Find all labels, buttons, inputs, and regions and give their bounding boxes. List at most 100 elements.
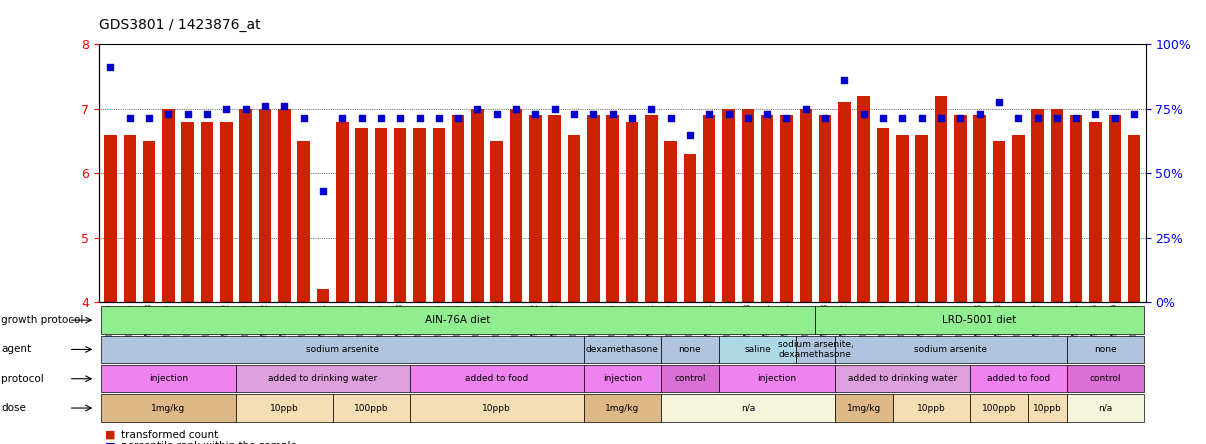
Point: [854, 111, 873, 118]
Text: none: none: [679, 345, 701, 354]
Text: growth protocol: growth protocol: [1, 315, 83, 325]
Point: [294, 115, 314, 122]
Text: added to food: added to food: [987, 374, 1050, 383]
Point: [1008, 115, 1028, 122]
Text: added to drinking water: added to drinking water: [268, 374, 377, 383]
Bar: [298, 141, 310, 302]
Point: [468, 105, 487, 112]
Text: 1mg/kg: 1mg/kg: [605, 404, 639, 412]
Point: [873, 115, 892, 122]
Point: [622, 115, 642, 122]
Point: [796, 105, 815, 112]
Point: [1047, 115, 1066, 122]
Point: [815, 115, 835, 122]
Bar: [472, 109, 484, 302]
Point: [719, 111, 738, 118]
Text: saline: saline: [744, 345, 771, 354]
Text: control: control: [674, 374, 706, 383]
Bar: [645, 115, 657, 302]
Bar: [568, 135, 580, 302]
Point: [892, 115, 912, 122]
Point: [333, 115, 352, 122]
Text: 1mg/kg: 1mg/kg: [151, 404, 186, 412]
Point: [429, 115, 449, 122]
Bar: [104, 135, 117, 302]
Bar: [993, 141, 1005, 302]
Bar: [1050, 109, 1064, 302]
Point: [410, 115, 429, 122]
Point: [236, 105, 256, 112]
Bar: [433, 128, 445, 302]
Bar: [800, 109, 812, 302]
Point: [1028, 115, 1047, 122]
Text: sodium arsenite,
dexamethasone: sodium arsenite, dexamethasone: [778, 340, 854, 359]
Bar: [317, 289, 329, 302]
Bar: [1070, 115, 1083, 302]
Bar: [452, 115, 464, 302]
Bar: [375, 128, 387, 302]
Bar: [587, 115, 599, 302]
Text: injection: injection: [757, 374, 796, 383]
Bar: [973, 115, 985, 302]
Point: [256, 102, 275, 109]
Bar: [722, 109, 734, 302]
Text: agent: agent: [1, 345, 31, 354]
Point: [487, 111, 507, 118]
Text: 10ppb: 10ppb: [482, 404, 511, 412]
Text: 10ppb: 10ppb: [917, 404, 946, 412]
Point: [584, 111, 603, 118]
Bar: [414, 128, 426, 302]
Bar: [626, 122, 638, 302]
Text: dexamethasone: dexamethasone: [586, 345, 658, 354]
Point: [140, 115, 159, 122]
Bar: [877, 128, 889, 302]
Bar: [819, 115, 831, 302]
Bar: [240, 109, 252, 302]
Point: [642, 105, 661, 112]
Point: [198, 111, 217, 118]
Point: [101, 63, 121, 71]
Point: [1105, 115, 1124, 122]
Point: [912, 115, 931, 122]
Point: [1124, 111, 1143, 118]
Point: [449, 115, 468, 122]
Point: [757, 111, 777, 118]
Bar: [162, 109, 175, 302]
Point: [352, 115, 371, 122]
Text: AIN-76A diet: AIN-76A diet: [426, 315, 491, 325]
Bar: [1089, 122, 1102, 302]
Text: LRD-5001 diet: LRD-5001 diet: [942, 315, 1017, 325]
Bar: [857, 96, 870, 302]
Text: GDS3801 / 1423876_at: GDS3801 / 1423876_at: [99, 18, 260, 32]
Text: injection: injection: [148, 374, 188, 383]
Text: n/a: n/a: [740, 404, 755, 412]
Bar: [1128, 135, 1141, 302]
Point: [545, 105, 564, 112]
Bar: [1108, 115, 1122, 302]
Text: sodium arsenite: sodium arsenite: [306, 345, 379, 354]
Bar: [259, 109, 271, 302]
Bar: [123, 135, 136, 302]
Text: control: control: [1089, 374, 1120, 383]
Point: [564, 111, 584, 118]
Text: percentile rank within the sample: percentile rank within the sample: [121, 441, 297, 444]
Point: [661, 115, 680, 122]
Point: [1085, 111, 1105, 118]
Point: [178, 111, 198, 118]
Bar: [954, 115, 966, 302]
Bar: [336, 122, 349, 302]
Point: [507, 105, 526, 112]
Point: [699, 111, 719, 118]
Text: n/a: n/a: [1097, 404, 1112, 412]
Point: [314, 187, 333, 194]
Bar: [219, 122, 233, 302]
Bar: [181, 122, 194, 302]
Bar: [142, 141, 156, 302]
Point: [989, 99, 1008, 106]
Text: added to food: added to food: [466, 374, 528, 383]
Text: dose: dose: [1, 403, 27, 413]
Bar: [510, 109, 522, 302]
Text: none: none: [1094, 345, 1117, 354]
Text: 10ppb: 10ppb: [1032, 404, 1061, 412]
Point: [603, 111, 622, 118]
